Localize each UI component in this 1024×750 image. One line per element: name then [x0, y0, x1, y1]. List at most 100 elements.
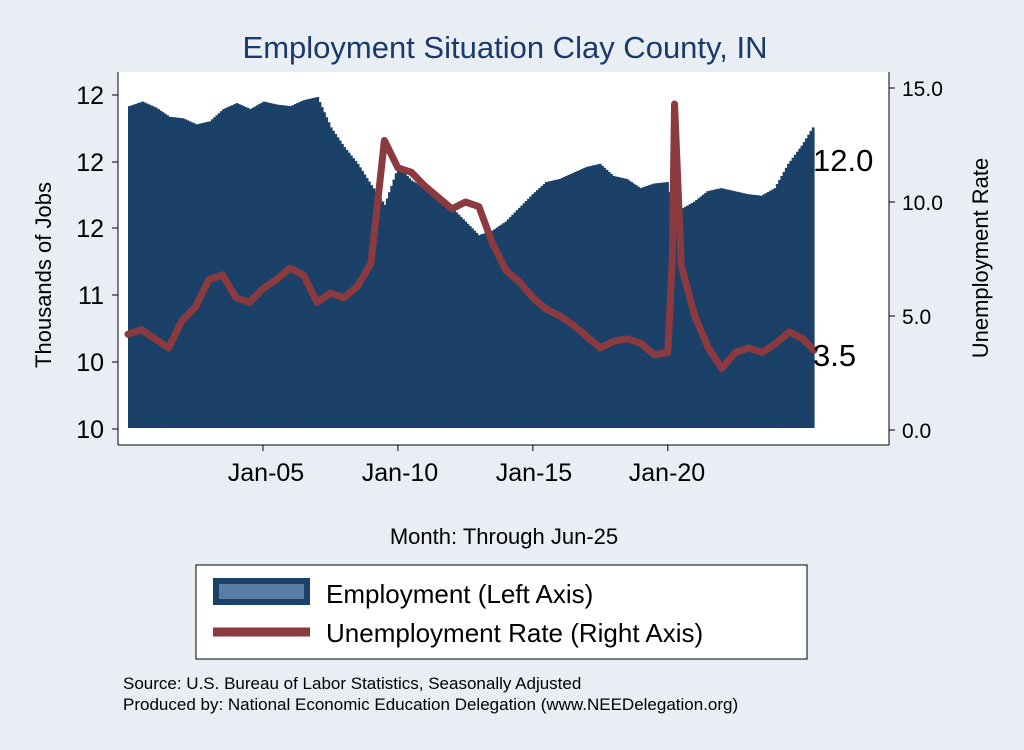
- employment-bar: [607, 171, 611, 428]
- employment-bar: [193, 123, 196, 428]
- employment-bar: [325, 117, 329, 428]
- employment-bar: [688, 204, 692, 428]
- employment-bar: [612, 175, 616, 428]
- employment-bar: [302, 100, 306, 428]
- legend-label-employment: Employment (Left Axis): [326, 579, 593, 609]
- employment-bar: [672, 212, 676, 428]
- employment-bar: [273, 104, 277, 429]
- employment-bar: [441, 200, 445, 428]
- employment-bar: [589, 165, 593, 429]
- employment-bar: [320, 107, 324, 428]
- employment-bar: [318, 102, 322, 428]
- employment-bar: [152, 106, 156, 429]
- employment-bar: [547, 181, 551, 428]
- employment-bar: [370, 185, 373, 428]
- employment-bar: [388, 192, 391, 428]
- employment-bar: [365, 178, 369, 428]
- employment-bar: [811, 127, 815, 429]
- employment-bar: [504, 221, 508, 428]
- employment-bar: [598, 163, 602, 428]
- employment-bar: [255, 105, 259, 428]
- employment-bar: [793, 154, 797, 429]
- employment-bar: [417, 184, 421, 428]
- employment-bar: [522, 203, 526, 428]
- employment-bar: [210, 119, 214, 429]
- employment-bar: [746, 194, 750, 428]
- employment-bar: [773, 188, 777, 428]
- unemployment-line-layer: [124, 100, 818, 372]
- employment-bar: [728, 190, 732, 428]
- employment-bar: [253, 106, 257, 429]
- employment-bar: [139, 102, 143, 428]
- employment-bar: [713, 189, 716, 428]
- employment-bar: [715, 189, 719, 428]
- employment-bar: [627, 180, 631, 428]
- employment-bar: [439, 199, 443, 428]
- employment-bar: [323, 112, 326, 428]
- employment-bar: [681, 208, 685, 428]
- employment-bar: [531, 194, 535, 428]
- employment-bar: [798, 148, 802, 428]
- employment-bar: [784, 167, 788, 428]
- y-left-tick-label: 12: [76, 82, 104, 110]
- y-left-tick-labels: 12 12 12 11 10 10: [76, 82, 104, 444]
- employment-bar: [630, 182, 634, 428]
- employment-bar: [594, 164, 598, 428]
- employment-bar: [278, 104, 282, 428]
- y-left-tick-label: 10: [76, 349, 104, 377]
- employment-bar: [760, 195, 764, 428]
- employment-bar: [704, 192, 707, 428]
- employment-bar: [235, 103, 239, 429]
- x-tick-label: Jan-15: [496, 459, 572, 487]
- employment-bar: [675, 211, 678, 428]
- y-left-tick-label: 12: [76, 149, 104, 177]
- employment-bar: [428, 191, 432, 428]
- employment-bar: [242, 106, 246, 429]
- employment-bar: [432, 194, 436, 428]
- employment-bar: [300, 101, 304, 428]
- employment-bar: [305, 99, 308, 428]
- employment-bar: [652, 183, 656, 428]
- employment-bar: [361, 170, 364, 429]
- employment-bar: [394, 173, 398, 428]
- employment-bar: [392, 179, 396, 428]
- employment-bar: [148, 104, 152, 428]
- employment-bar: [621, 178, 625, 428]
- employment-bar: [482, 233, 486, 428]
- employment-bar: [511, 214, 515, 428]
- employment-bar: [226, 107, 230, 428]
- employment-bar: [524, 201, 528, 428]
- employment-bar: [809, 131, 813, 429]
- employment-bar: [614, 176, 618, 428]
- employment-bar: [645, 185, 649, 428]
- employment-bar: [592, 165, 595, 428]
- employment-bar: [130, 105, 134, 428]
- employment-bar: [574, 171, 577, 428]
- employment-bar: [228, 106, 232, 429]
- employment-bar: [719, 188, 723, 428]
- source-line: Source: U.S. Bureau of Labor Statistics,…: [123, 674, 581, 693]
- employment-bar: [748, 194, 752, 428]
- employment-bar: [527, 198, 530, 428]
- employment-bar: [275, 104, 279, 428]
- employment-bar: [450, 207, 454, 428]
- employment-bar: [701, 194, 705, 428]
- employment-bar: [787, 163, 790, 428]
- legend-label-unemployment: Unemployment Rate (Right Axis): [326, 618, 703, 648]
- employment-bar: [791, 157, 795, 428]
- x-tick-label: Jan-05: [228, 459, 304, 487]
- employment-bar: [576, 170, 580, 429]
- employment-bar: [464, 221, 468, 428]
- employment-bar: [500, 224, 503, 428]
- legend: Employment (Left Axis) Unemployment Rate…: [195, 564, 808, 660]
- employment-bar: [213, 117, 217, 428]
- employment-bar: [807, 134, 811, 428]
- employment-bar: [419, 185, 423, 428]
- employment-bar: [280, 105, 284, 428]
- employment-bar: [244, 107, 248, 428]
- employment-bar: [177, 117, 181, 428]
- employment-bar: [618, 177, 622, 428]
- employment-bar: [603, 167, 607, 428]
- employment-bar: [311, 98, 315, 429]
- employment-bar: [686, 205, 690, 428]
